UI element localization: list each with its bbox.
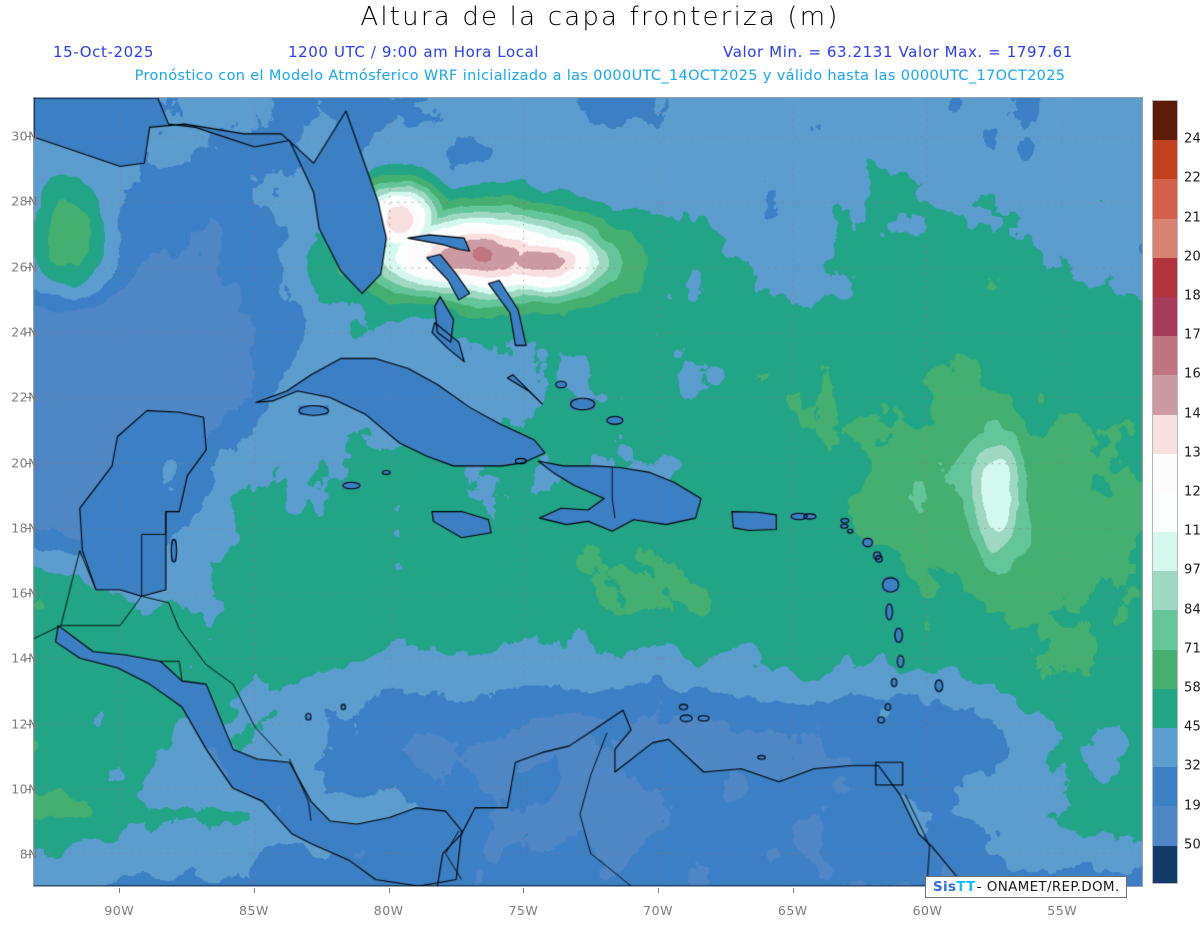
colorbar-band [1153,845,1177,883]
colorbar-band [1153,453,1177,493]
logo-dash: - [976,879,982,895]
lat-tick-mark [26,201,31,203]
lon-tick-label: 65W [777,903,808,918]
subtitle-row-1: 15-Oct-2025 1200 UTC / 9:00 am Hora Loca… [0,43,1200,65]
colorbar-band [1153,296,1177,337]
colorbar-tick-label: 2270 [1184,170,1200,186]
logo-organization: ONAMET/REP.DOM. [986,879,1120,895]
colorbar-tick-label: 1620 [1184,366,1200,382]
lat-tick-mark [26,658,31,660]
colorbar-band [1153,336,1177,376]
lat-tick-label: 14N [11,650,38,666]
colorbar-tick-label: 1880 [1184,288,1200,304]
lat-tick-mark [26,527,31,529]
colorbar-tick-label: 2140 [1184,210,1200,226]
lat-tick-label: 28N [11,193,38,209]
colorbar-tick-label: 450 [1184,719,1200,735]
colorbar-band [1153,649,1177,689]
page-title: Altura de la capa fronteriza (m) [360,2,840,32]
lon-tick-label: 90W [104,903,135,918]
lat-tick-label: 24N [11,324,38,340]
colorbar-band [1153,492,1177,533]
lon-tick-mark [523,888,525,893]
colorbar-tick-label: 1360 [1184,445,1200,461]
colorbar-band [1153,257,1177,297]
boundary-layer-height-heatmap [34,98,1142,886]
colorbar-band [1153,610,1177,650]
colorbar-tick-label: 1230 [1184,484,1200,500]
lon-tick-label: 70W [643,903,673,918]
colorbar-tick-label: 1750 [1184,327,1200,343]
lat-tick-mark [26,723,31,725]
colorbar-tick-label: 50 [1184,837,1200,853]
logo-tt-icon: TT [956,879,976,895]
colorbar-band [1153,571,1177,611]
colorbar-band [1153,101,1177,141]
colorbar-tick-label: 840 [1184,602,1200,618]
colorbar-band [1153,140,1177,180]
colorbar-tick-label: 190 [1184,798,1200,814]
lat-tick-label: 16N [11,585,38,601]
lat-tick-mark [26,854,31,856]
colorbar-tick-label: 1100 [1184,523,1200,539]
lat-tick-label: 30N [11,128,38,144]
lat-tick-mark [26,332,31,334]
lat-tick-label: 20N [11,455,38,471]
colorbar-tick-label: 2010 [1184,249,1200,265]
colorbar-tick-label: 2400 [1184,131,1200,147]
model-description: Pronóstico con el Modelo Atmósferico WRF… [134,68,1066,84]
colorbar-tick-label: 970 [1184,562,1200,578]
colorbar-tick-label: 580 [1184,680,1200,696]
lon-tick-label: 85W [239,903,269,918]
lat-tick-label: 26N [11,259,38,275]
lon-tick-mark [658,888,660,893]
colorbar-band [1153,532,1177,572]
lat-tick-mark [26,266,31,268]
provider-logo: Sis TT - ONAMET/REP.DOM. [925,876,1128,898]
lon-tick-mark [792,888,794,893]
lat-tick-mark [26,397,31,399]
lat-tick-label: 12N [11,716,38,732]
lon-tick-label: 75W [508,903,539,918]
colorbar-band [1153,218,1177,258]
lat-tick-mark [26,593,31,595]
forecast-valid-time: 1200 UTC / 9:00 am Hora Local [288,43,540,61]
lat-tick-label: 22N [11,389,38,405]
colorbar-band [1153,688,1177,728]
lon-tick-mark [253,888,255,893]
lat-tick-mark [26,136,31,138]
colorbar-tick-label: 1490 [1184,406,1200,422]
lat-tick-label: 18N [11,520,38,536]
lon-tick-label: 60W [912,903,943,918]
colorbar-band [1153,806,1177,846]
lon-tick-mark [388,888,390,893]
map-plot-area[interactable] [33,97,1143,887]
colorbar-band [1153,767,1177,807]
lon-tick-label: 80W [373,903,404,918]
colorbar-tick-label: 710 [1184,641,1200,657]
lon-tick-label: 55W [1047,903,1078,918]
forecast-date: 15-Oct-2025 [53,43,155,61]
value-min-max: Valor Min. = 63.2131 Valor Max. = 1797.6… [723,43,1073,61]
colorbar-band [1153,375,1177,415]
logo-sis-text: Sis [933,879,957,895]
colorbar-band [1153,179,1177,219]
lat-tick-label: 10N [11,781,38,797]
lon-tick-mark [119,888,121,893]
colorbar [1152,100,1178,884]
colorbar-tick-label: 320 [1184,758,1200,774]
colorbar-band [1153,414,1177,454]
colorbar-band [1153,728,1177,768]
lat-tick-mark [26,789,31,791]
lat-tick-mark [26,462,31,464]
